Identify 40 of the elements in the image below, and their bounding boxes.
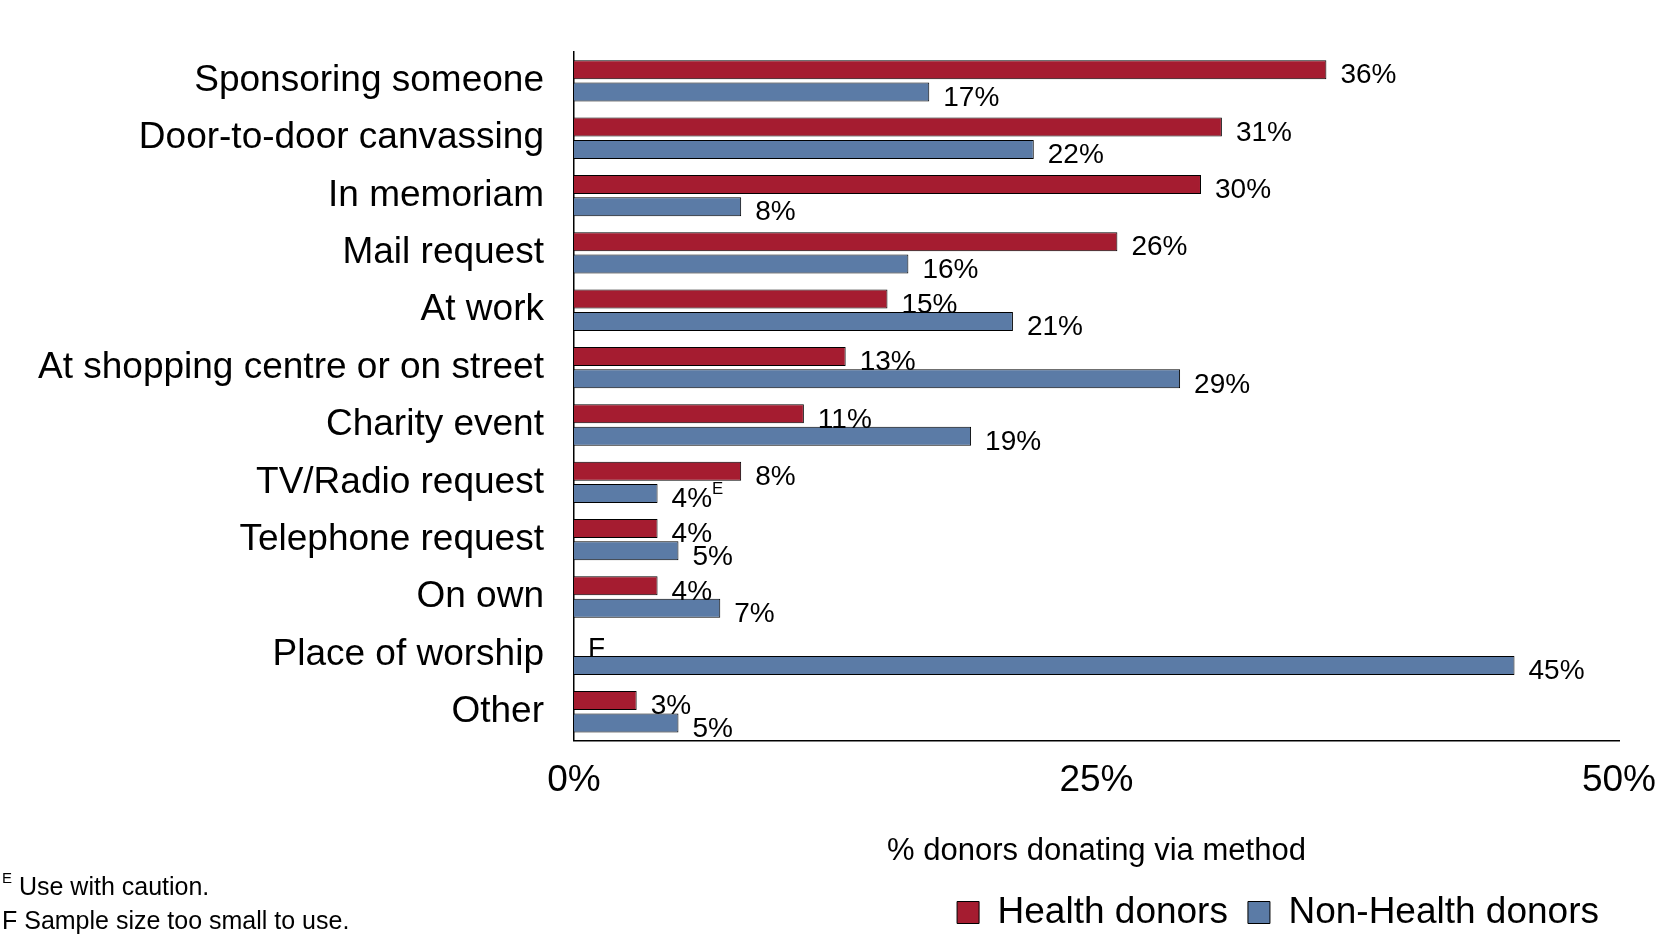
data-label: 11% (817, 402, 872, 434)
data-label: 26% (1131, 230, 1188, 262)
y-tick-label: Charity event (325, 402, 545, 444)
x-axis-title: % donors donating via method (887, 831, 1306, 867)
x-tick-label: 50% (1581, 757, 1657, 799)
y-tick-label: At work (420, 287, 545, 329)
data-label: 21% (1026, 310, 1083, 342)
data-label: 16% (922, 252, 979, 284)
data-label: 29% (1194, 367, 1251, 399)
y-tick-label: In memoriam (328, 172, 544, 214)
y-tick-label: TV/Radio request (256, 459, 545, 501)
y-tick-label: At shopping centre or on street (38, 344, 545, 386)
y-tick-label: Telephone request (239, 516, 545, 558)
data-label: 4% (671, 574, 713, 606)
y-tick-label: Sponsoring someone (194, 58, 544, 100)
data-label: 22% (1047, 138, 1104, 170)
data-label: 7% (734, 596, 775, 628)
data-label: 45% (1528, 654, 1585, 686)
text: E Use with caution. (2, 869, 210, 900)
y-tick-label: Other (451, 688, 544, 730)
data-label: 36% (1340, 58, 1397, 90)
data-label: 13% (859, 345, 916, 377)
y-tick-label: Mail request (342, 230, 545, 272)
text: F Sample size too small to use. (2, 905, 350, 934)
data-label: 5% (692, 711, 733, 743)
data-label: 31% (1235, 115, 1292, 147)
x-tick-label: 25% (1059, 757, 1134, 799)
legend-label: Health donors (997, 889, 1228, 931)
y-tick-label: On own (416, 574, 544, 616)
data-label: 30% (1214, 173, 1272, 205)
y-tick-label: Door-to-door canvassing (138, 115, 544, 157)
data-label: 17% (943, 80, 1000, 112)
data-label: 3% (650, 689, 692, 721)
data-label: 19% (985, 424, 1042, 456)
data-label: 8% (755, 195, 796, 227)
x-tick-label: 0% (547, 757, 601, 799)
legend-label: Non-Health donors (1288, 889, 1599, 931)
text: F (587, 631, 606, 663)
y-tick-label: Place of worship (272, 631, 544, 673)
data-label: 8% (755, 459, 796, 491)
